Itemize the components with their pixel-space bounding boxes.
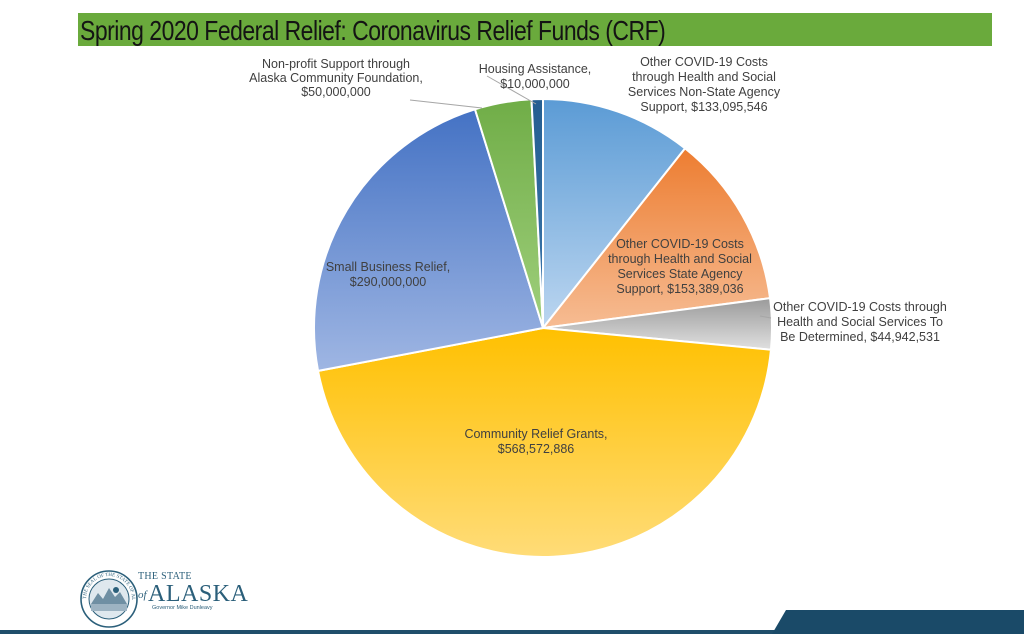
state-of-alaska-logo: THE SEAL OF THE STATE OF ALASKA THE STAT… (80, 568, 249, 628)
slice-label-line: Other COVID-19 Costs through (773, 300, 947, 314)
slice-label-line: Services State Agency (617, 267, 743, 281)
slice-label-6: Housing Assistance, $10,000,000 (479, 62, 592, 91)
logo-governor: Governor Mike Dunleavy (152, 605, 213, 611)
pie-slice-3 (316, 326, 773, 558)
slice-label-line: Support, $133,095,546 (640, 100, 767, 114)
pie-slice-0 (542, 97, 687, 331)
slice-label-line: Alaska Community Foundation, (249, 71, 423, 85)
leader-line-6 (486, 75, 537, 105)
footer-bar (0, 630, 1024, 634)
slice-label-line: Support, $153,389,036 (616, 282, 743, 296)
slice-label-line: through Health and Social (608, 252, 752, 266)
title-bar: Spring 2020 Federal Relief: Coronavirus … (78, 13, 992, 46)
leader-line-2 (759, 315, 772, 319)
logo-alaska: ALASKA (148, 581, 249, 607)
slice-label-2: Other COVID-19 Costs through Health and S… (773, 300, 947, 344)
slice-label-line: Non-profit Support through (262, 57, 410, 71)
slice-label-4: Small Business Relief, $290,000,000 (326, 260, 450, 289)
slice-label-line: Small Business Relief, (326, 260, 450, 274)
slice-label-line: Be Determined, $44,942,531 (780, 330, 940, 344)
slice-label-line: Other COVID-19 Costs (640, 55, 768, 69)
slice-label-line: Community Relief Grants, (464, 427, 607, 441)
slice-label-line: Services Non-State Agency (628, 85, 781, 99)
footer-tab (772, 610, 1024, 634)
pie-slice-6 (530, 97, 544, 329)
slice-label-line: $568,572,886 (498, 442, 575, 456)
slice-label-1: Other COVID-19 Costs through Health and S… (608, 237, 752, 296)
slice-label-line: $50,000,000 (301, 85, 371, 99)
pie-slice-1 (540, 146, 772, 330)
alaska-seal-icon: THE SEAL OF THE STATE OF ALASKA (80, 568, 138, 628)
slice-label-0: Other COVID-19 Costs through Health and S… (628, 55, 781, 114)
leader-line-5 (409, 99, 483, 109)
slice-label-3: Community Relief Grants, $568,572,886 (464, 427, 607, 456)
logo-of-line: of (138, 589, 149, 601)
pie-slice-4 (313, 108, 545, 373)
slice-label-line: Health and Social Services To (777, 315, 943, 329)
slice-label-line: $290,000,000 (350, 275, 427, 289)
slice-label-line: Housing Assistance, (479, 62, 592, 76)
logo-state-line: THE STATE (138, 571, 192, 582)
chart-title: Spring 2020 Federal Relief: Coronavirus … (80, 15, 666, 46)
slice-label-line: Other COVID-19 Costs (616, 237, 744, 251)
slice-label-5: Non-profit Support through Alaska Communi… (249, 57, 423, 99)
slice-label-line: $10,000,000 (500, 77, 570, 91)
slice-label-line: through Health and Social (632, 70, 776, 84)
